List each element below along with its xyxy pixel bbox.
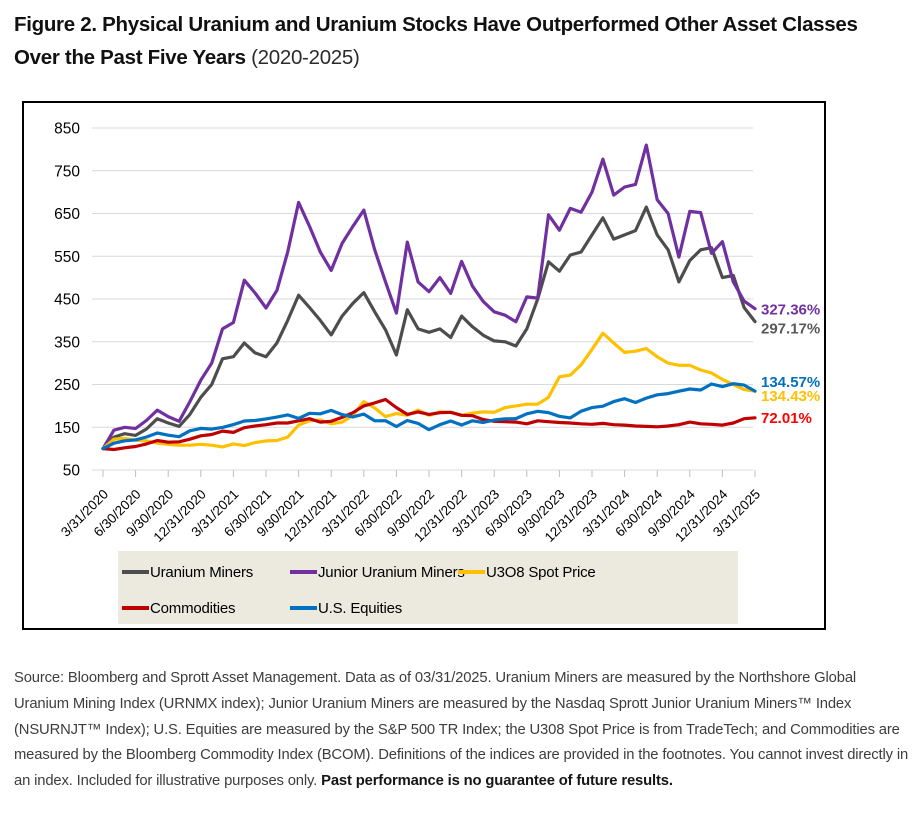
legend-label-u-s-equities: U.S. Equities: [318, 599, 403, 617]
source-text: Source: Bloomberg and Sprott Asset Manag…: [14, 670, 909, 790]
end-label-commodities: 72.01%: [761, 410, 812, 427]
line-chart: 850750650550450350250150503/31/20206/30/…: [54, 121, 820, 545]
legend-swatch-u3o8-spot-price: [458, 570, 485, 574]
y-axis-label: 50: [63, 463, 81, 480]
y-axis-label: 650: [54, 206, 80, 223]
legend-label-commodities: Commodities: [150, 599, 236, 617]
y-axis-label: 150: [54, 420, 80, 437]
y-axis-label: 350: [54, 334, 80, 351]
legend-swatch-commodities: [122, 606, 149, 610]
y-axis-label: 450: [54, 292, 80, 309]
end-label-uranium-miners: 297.17%: [761, 321, 820, 338]
legend-item-commodities: Commodities: [122, 599, 236, 617]
y-axis-label: 550: [54, 249, 80, 266]
source-disclaimer: Past performance is no guarantee of futu…: [321, 773, 673, 790]
chart-legend: Uranium Miners Junior Uranium Miners U3O8 …: [118, 551, 738, 624]
figure-title-years: (2020-2025): [245, 46, 360, 69]
end-label-u3o8-spot-price: 134.43%: [761, 388, 820, 405]
chart-frame: 850 750 650 550 450 350 250 150 50 3/31/2020 6/30/…: [22, 101, 826, 630]
series-line-junior-uranium-miners: [101, 143, 757, 451]
legend-swatch-junior-uranium-miners: [290, 570, 317, 574]
y-axis-label: 750: [54, 163, 80, 180]
end-label-junior-uranium-miners: 327.36%: [761, 302, 820, 319]
legend-item-u-s-equities: U.S. Equities: [290, 599, 403, 617]
legend-label-u3o8-spot-price: U3O8 Spot Price: [486, 563, 596, 581]
series-line-uranium-miners: [101, 205, 757, 451]
source-note: Source: Bloomberg and Sprott Asset Manag…: [14, 666, 910, 795]
legend-item-junior-uranium-miners: Junior Uranium Miners: [290, 563, 465, 581]
legend-item-u3o8-spot-price: U3O8 Spot Price: [458, 563, 596, 581]
figure-title: Figure 2. Physical Uranium and Uranium S…: [14, 8, 894, 74]
legend-label-junior-uranium-miners: Junior Uranium Miners: [318, 563, 465, 581]
legend-item-uranium-miners: Uranium Miners: [122, 563, 254, 581]
legend-swatch-uranium-miners: [122, 570, 149, 574]
end-label-u-s-equities: 134.57%: [761, 374, 820, 391]
series-line-u-s-equities: [101, 382, 757, 451]
figure-title-main: Figure 2. Physical Uranium and Uranium S…: [14, 13, 858, 69]
series-line-commodities: [101, 397, 757, 452]
y-axis-label: 850: [54, 121, 80, 138]
legend-swatch-u-s-equities: [290, 606, 317, 610]
y-axis-label: 250: [54, 377, 80, 394]
legend-label-uranium-miners: Uranium Miners: [150, 563, 254, 581]
